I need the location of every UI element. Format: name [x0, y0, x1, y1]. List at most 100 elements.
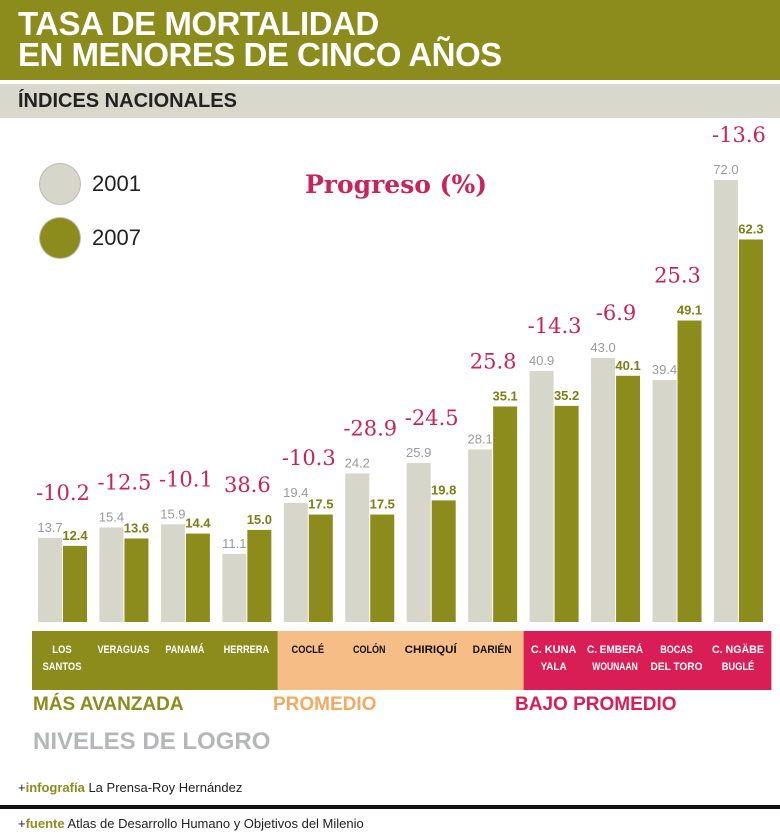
data-label-2007: 40.1 [615, 358, 640, 373]
data-label-2007: 62.3 [738, 221, 763, 236]
data-label-2001: 39.4 [652, 362, 677, 377]
bar-2001 [222, 553, 247, 622]
bar-2001 [283, 502, 308, 622]
category-label: BOCAS [660, 644, 693, 656]
category-label: C. NGÄBE [712, 643, 764, 656]
category-label: COCLÉ [292, 643, 325, 656]
category-label: BUGLÉ [722, 660, 755, 673]
progress-label: -24.5 [405, 406, 459, 430]
bar-2007 [616, 375, 641, 622]
category-label: DARIÉN [473, 643, 512, 656]
data-label-2001: 19.4 [283, 485, 308, 500]
data-label-2007: 19.8 [431, 482, 456, 497]
category-label: SANTOS [43, 661, 82, 673]
bar-chart: 13.712.4 -10.2 LOS SANTOS 15.413.6 -12.5 VERAG… [32, 123, 772, 690]
plus: + [18, 816, 26, 831]
chart-subtitle: ÍNDICES NACIONALES [0, 84, 780, 118]
category-label: VERAGUAS [97, 644, 149, 656]
category-label: HERRERA [224, 644, 270, 656]
progress-label: -12.5 [98, 470, 152, 494]
progress-label: 25.8 [470, 349, 517, 373]
credit-infografia: +infografía La Prensa-Roy Hernández [18, 780, 242, 795]
progress-label: 25.3 [654, 264, 701, 288]
bar-2001 [591, 357, 616, 622]
progress-label: -14.3 [528, 314, 582, 338]
progress-label: -10.1 [159, 467, 213, 491]
infografia-credit: La Prensa-Roy Hernández [88, 780, 243, 795]
level-label-bajo: BAJO PROMEDIO [515, 694, 677, 715]
category-label: PANAMÁ [165, 643, 204, 656]
data-label-2001: 15.9 [160, 506, 185, 521]
data-label-2007: 17.5 [308, 497, 333, 512]
category-label: COLÓN [353, 643, 386, 656]
bar-2007 [370, 514, 395, 622]
data-label-2001: 72.0 [713, 162, 738, 177]
data-label-2001: 40.9 [529, 353, 554, 368]
credit-fuente: +fuente Atlas de Desarrollo Humano y Obj… [18, 816, 364, 831]
legend-swatch-2001 [40, 164, 80, 204]
data-label-2001: 11.1 [222, 536, 246, 551]
level-band [277, 631, 524, 690]
legend-label: 2007 [92, 225, 141, 250]
bar-2007 [677, 320, 702, 622]
bar-2001 [713, 179, 738, 623]
chart-title: TASA DE MORTALIDAD EN MENORES DE CINCO AÑ… [0, 0, 780, 80]
levels-title: NIVELES DE LOGRO [33, 728, 271, 755]
progress-label: -13.6 [712, 123, 766, 147]
category-label: WOUNAAN [592, 661, 638, 673]
bar-2007 [738, 239, 763, 622]
data-label-2007: 35.1 [492, 388, 517, 403]
data-label-2007: 14.4 [185, 516, 211, 531]
progress-label: -10.3 [282, 446, 336, 470]
legend-label: 2001 [92, 171, 141, 196]
category-label: C. KUNA [531, 644, 577, 656]
bar-2007 [247, 529, 272, 622]
progress-label: -28.9 [343, 416, 397, 440]
fuente-label: fuente [25, 816, 65, 831]
divider [0, 805, 780, 809]
data-label-2001: 28.1 [467, 431, 492, 446]
category-label: DEL TORO [651, 661, 703, 673]
bar-2001 [160, 524, 185, 622]
title-line-1: TASA DE MORTALIDAD [18, 5, 379, 42]
data-label-2001: 43.0 [590, 340, 615, 355]
progress-label: 38.6 [224, 473, 271, 497]
data-label-2007: 15.0 [247, 512, 272, 527]
data-label-2001: 15.4 [99, 509, 124, 524]
level-label-avanzada: MÁS AVANZADA [33, 694, 184, 715]
data-label-2007: 12.4 [62, 528, 88, 543]
data-label-2007: 49.1 [677, 303, 702, 318]
data-label-2007: 13.6 [124, 520, 149, 535]
level-band [523, 631, 772, 690]
category-label: LOS [52, 644, 72, 656]
bar-2001 [345, 473, 370, 622]
legend-item-2001: 2001 [40, 164, 141, 204]
progress-label: -6.9 [596, 301, 637, 325]
level-band [32, 631, 278, 690]
title-line-2: EN MENORES DE CINCO AÑOS [18, 36, 502, 73]
category-label: CHIRIQUÍ [405, 643, 458, 656]
bar-2007 [493, 406, 518, 622]
bar-2007 [308, 514, 333, 622]
data-label-2001: 13.7 [37, 520, 62, 535]
legend-item-2007: 2007 [40, 218, 141, 258]
data-label-2001: 24.2 [345, 455, 370, 470]
bar-2001 [99, 527, 124, 622]
bar-2001 [38, 537, 62, 622]
progress-label: -10.2 [36, 481, 90, 505]
data-label-2001: 25.9 [406, 445, 431, 460]
bar-2001 [406, 462, 431, 622]
bar-2001 [529, 370, 554, 622]
bar-2007 [63, 545, 87, 622]
level-label-promedio: PROMEDIO [273, 694, 377, 715]
bar-2001 [468, 449, 493, 622]
progress-title: Progreso (%) [305, 170, 488, 199]
bar-2007 [185, 533, 210, 622]
legend-swatch-2007 [40, 218, 80, 258]
category-label: C. EMBERÁ [587, 643, 643, 656]
category-label: YALA [541, 661, 567, 673]
bar-2007 [124, 538, 149, 622]
fuente-source: Atlas de Desarrollo Humano y Objetivos d… [67, 816, 364, 831]
plus: + [18, 780, 26, 795]
data-label-2007: 35.2 [554, 388, 579, 403]
